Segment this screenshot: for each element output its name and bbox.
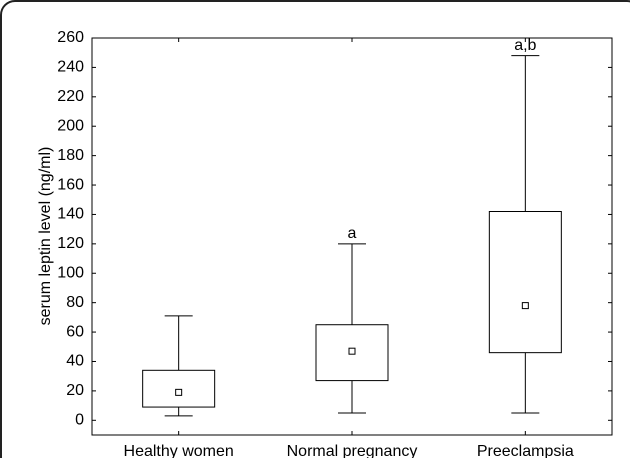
x-tick-label: Healthy women bbox=[124, 443, 234, 458]
y-tick-label: 220 bbox=[57, 88, 84, 105]
y-tick-label: 60 bbox=[66, 323, 84, 340]
box bbox=[488, 211, 562, 354]
annotation: a,b bbox=[514, 37, 536, 54]
y-tick-label: 140 bbox=[57, 206, 84, 223]
y-tick-label: 260 bbox=[57, 29, 84, 46]
y-axis-label: serum leptin level (ng/ml) bbox=[37, 147, 54, 326]
y-tick-label: 120 bbox=[57, 235, 84, 252]
y-tick-label: 20 bbox=[66, 382, 84, 399]
y-tick-label: 200 bbox=[57, 117, 84, 134]
x-tick-label: Preeclampsia bbox=[477, 443, 574, 458]
y-tick-label: 160 bbox=[57, 176, 84, 193]
y-tick-label: 80 bbox=[66, 294, 84, 311]
y-tick-label: 180 bbox=[57, 147, 84, 164]
median-marker bbox=[348, 347, 356, 355]
median-marker bbox=[175, 388, 183, 396]
annotation: a bbox=[348, 225, 357, 242]
y-tick-label: 0 bbox=[75, 412, 84, 429]
y-tick-label: 240 bbox=[57, 59, 84, 76]
y-tick-label: 40 bbox=[66, 353, 84, 370]
median-marker bbox=[521, 302, 529, 310]
x-tick-label: Normal pregnancy bbox=[287, 443, 418, 458]
y-tick-label: 100 bbox=[57, 264, 84, 281]
box bbox=[142, 369, 216, 408]
